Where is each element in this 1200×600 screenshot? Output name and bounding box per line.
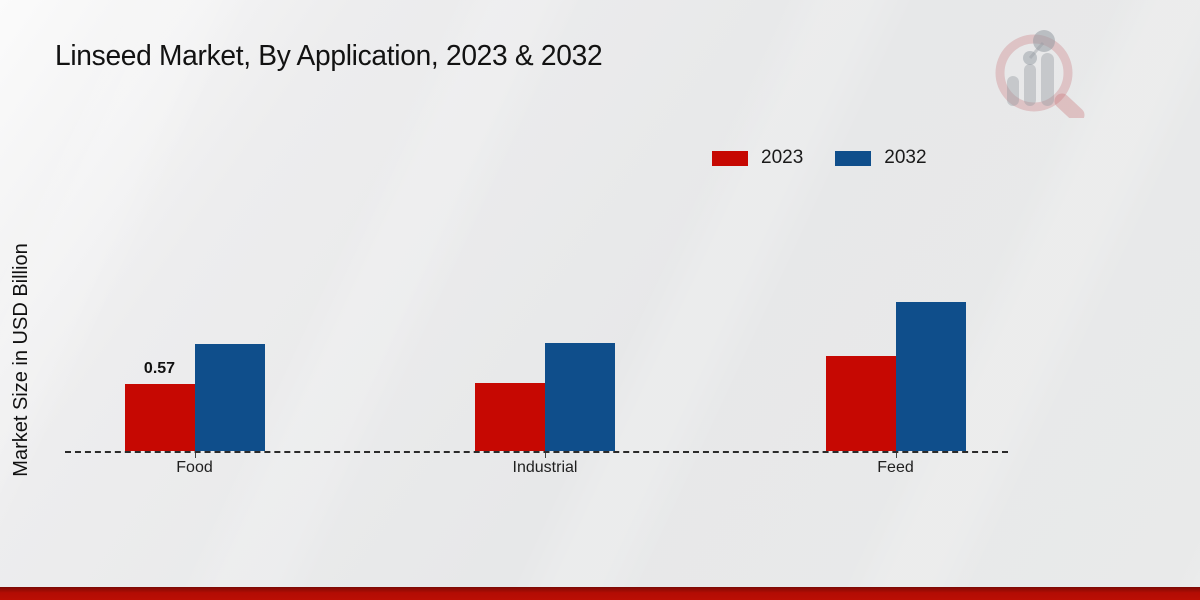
bar-industrial-2032	[545, 343, 615, 451]
bar-feed-2023	[825, 356, 896, 451]
x-axis-tick	[194, 453, 196, 458]
x-axis-tick	[895, 453, 897, 458]
legend-item-2032: 2032	[835, 147, 927, 169]
x-axis-baseline	[65, 451, 1008, 453]
bar-industrial-2023	[475, 383, 545, 451]
x-axis-category-label: Industrial	[512, 459, 578, 476]
legend-swatch-2023	[712, 150, 748, 166]
chart-legend: 2023 2032	[712, 147, 927, 169]
legend-label-2032: 2032	[884, 147, 927, 168]
bar-value-label: 0.57	[143, 360, 176, 377]
bar-feed-2032	[895, 302, 966, 451]
bar-food-2023	[124, 384, 195, 451]
x-axis-category-label: Food	[176, 459, 213, 476]
chart-title: Linseed Market, By Application, 2023 & 2…	[55, 40, 603, 72]
legend-item-2023: 2023	[712, 147, 803, 169]
bar-food-2032	[194, 344, 265, 451]
footer-red-bar	[0, 587, 1200, 600]
x-axis-tick	[545, 453, 546, 458]
legend-swatch-2032	[835, 150, 872, 166]
legend-label-2023: 2023	[761, 147, 804, 168]
x-axis-category-label: Feed	[877, 459, 914, 476]
